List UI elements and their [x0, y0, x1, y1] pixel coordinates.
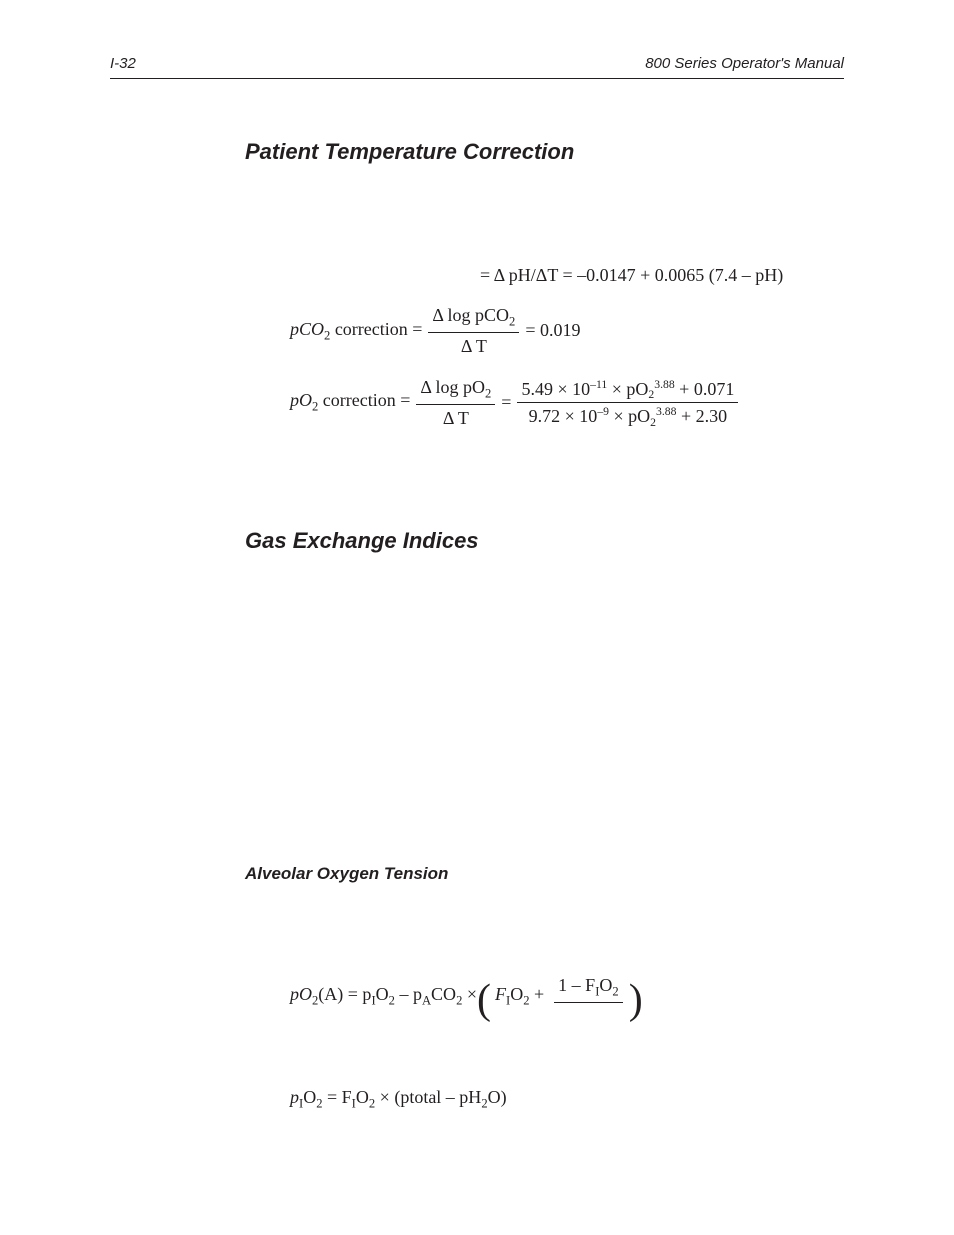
manual-title: 800 Series Operator's Manual	[645, 55, 844, 72]
pco2-result: = 0.019	[525, 320, 580, 341]
po2-fraction-2: 5.49 × 10–11 × pO23.88 + 0.071 9.72 × 10…	[517, 378, 738, 428]
pio2-text: pIO2 = FIO2 × (ptotal – pH2O)	[290, 1087, 507, 1112]
frac-bar	[554, 1002, 623, 1003]
pco2-frac-num: Δ log pCO2	[428, 304, 519, 330]
subheading-alveolar: Alveolar Oxygen Tension	[245, 864, 844, 884]
po2-bignum-a: 5.49 × 10	[521, 379, 590, 399]
alv-O1: O	[376, 984, 389, 1004]
alv-fracnum-sub: 2	[612, 984, 618, 998]
pio2-p: p	[290, 1087, 299, 1107]
po2-num-text: Δ log pO	[420, 377, 485, 397]
po2-p: pO	[290, 390, 312, 410]
pio2-eq: = F	[323, 1087, 352, 1107]
section-heading-gas-exchange: Gas Exchange Indices	[245, 528, 844, 554]
alv-O2b: O	[510, 984, 523, 1004]
po2-den-exp1: –9	[597, 405, 609, 418]
alv-times: ×	[462, 984, 477, 1004]
ph-eq-text: = Δ pH/ΔT = –0.0147 + 0.0065 (7.4 – pH)	[480, 265, 783, 286]
alv-frac-num: 1 – FIO2	[554, 974, 623, 1000]
po2-exp2: 3.88	[654, 378, 674, 391]
ph-correction-equation: = Δ pH/ΔT = –0.0147 + 0.0065 (7.4 – pH)	[480, 265, 844, 286]
alv-frac-den	[582, 1005, 595, 1019]
po2-frac2-num: 5.49 × 10–11 × pO23.88 + 0.071	[517, 378, 738, 401]
temp-correction-equations: = Δ pH/ΔT = –0.0147 + 0.0065 (7.4 – pH) …	[110, 265, 844, 430]
po2-bignum-b: × pO	[607, 379, 648, 399]
po2-frac2-den: 9.72 × 10–9 × pO23.88 + 2.30	[525, 405, 731, 428]
spacer	[110, 165, 844, 265]
pio2-O1: O	[303, 1087, 316, 1107]
spacer	[110, 1037, 844, 1087]
pco2-num-text: Δ log pCO	[432, 305, 509, 325]
pio2-O2: O	[356, 1087, 369, 1107]
alv-fracnum-a: 1 – F	[558, 975, 595, 995]
pio2-equation: pIO2 = FIO2 × (ptotal – pH2O)	[290, 1087, 844, 1112]
pco2-fraction: Δ log pCO2 Δ T	[428, 304, 519, 358]
alv-fracnum-O: O	[599, 975, 612, 995]
po2-frac1-den: Δ T	[439, 407, 473, 430]
frac-bar	[428, 332, 519, 333]
section-heading-temp-correction: Patient Temperature Correction	[245, 139, 844, 165]
po2-frac1-num: Δ log pO2	[416, 376, 495, 402]
alveolar-equations: pO2(A) = pIO2 – pACO2 × ( FIO2 + 1 – FIO…	[110, 974, 844, 1112]
alv-p1: pO	[290, 984, 312, 1004]
po2-num-sub: 2	[485, 386, 491, 400]
manual-page: I-32 800 Series Operator's Manual Patien…	[0, 0, 954, 1190]
correction-word-1: correction =	[330, 319, 422, 339]
correction-word-2: correction =	[318, 390, 410, 410]
po2-fraction-1: Δ log pO2 Δ T	[416, 376, 495, 430]
po2-bigden-b: × pO	[609, 406, 650, 426]
alv-F1: F	[495, 984, 506, 1004]
alv-fraction: 1 – FIO2	[554, 974, 623, 1019]
po2-exp1: –11	[590, 378, 607, 391]
pco2-num-sub: 2	[509, 315, 515, 329]
frac-bar	[517, 402, 738, 403]
alv-plus: +	[530, 984, 545, 1004]
page-number: I-32	[110, 55, 136, 72]
spacer	[110, 884, 844, 974]
po2-correction-equation: pO2 correction = Δ log pO2 Δ T = 5.49 × …	[290, 376, 844, 430]
po2-den-exp2: 3.88	[656, 405, 676, 418]
alv-paren-content: FIO2 +	[495, 984, 544, 1009]
alv-eq1-lhs: pO2(A) = pIO2 – pACO2 ×	[290, 984, 477, 1009]
pco2-correction-equation: pCO2 correction = Δ log pCO2 Δ T = 0.019	[290, 304, 844, 358]
spacer	[110, 554, 844, 864]
alv-A: (A) = p	[318, 984, 371, 1004]
pio2-c: O)	[488, 1087, 507, 1107]
po2-bigden-a: 9.72 × 10	[529, 406, 598, 426]
pio2-b: × (ptotal – pH	[375, 1087, 481, 1107]
spacer	[110, 448, 844, 488]
alv-minus: – p	[395, 984, 422, 1004]
page-header: I-32 800 Series Operator's Manual	[110, 55, 844, 79]
eq-mid-1: =	[501, 392, 511, 413]
alv-Asub: A	[422, 994, 431, 1008]
pco2-p: pCO	[290, 319, 324, 339]
frac-bar	[416, 404, 495, 405]
alveolar-po2-equation: pO2(A) = pIO2 – pACO2 × ( FIO2 + 1 – FIO…	[290, 974, 844, 1019]
po2-bignum-c: + 0.071	[675, 379, 735, 399]
pco2-label: pCO2 correction =	[290, 319, 422, 344]
po2-bigden-c: + 2.30	[676, 406, 727, 426]
alv-co2: CO	[431, 984, 456, 1004]
pco2-frac-den: Δ T	[457, 335, 491, 358]
po2-label: pO2 correction =	[290, 390, 410, 415]
